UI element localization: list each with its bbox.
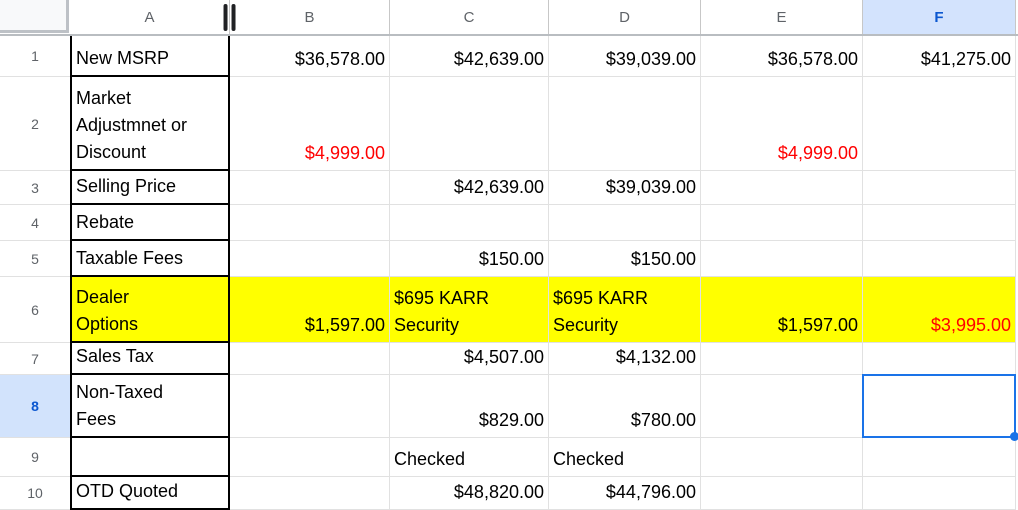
sheet-row-1: 1 New MSRP $36,578.00 $42,639.00 $39,039.00 $… [0,36,1018,77]
cell-F10[interactable] [863,477,1016,510]
cell-E1[interactable]: $36,578.00 [701,36,863,77]
cell-A3[interactable]: Selling Price [70,171,230,205]
cell-C5[interactable]: $150.00 [390,241,549,277]
sheet-row-8: 8 Non-Taxed Fees $829.00 $780.00 [0,374,1018,441]
cell-F8[interactable] [862,374,1018,441]
cell-E5[interactable] [701,241,863,277]
cell-F1[interactable]: $41,275.00 [863,36,1016,77]
cell-C7[interactable]: $4,507.00 [390,343,549,375]
cell-C4[interactable] [390,205,549,241]
cell-B8[interactable] [230,375,390,438]
sheet-row-10: 10 OTD Quoted $48,820.00 $44,796.00 [0,477,1018,510]
cell-C2[interactable] [390,77,549,171]
cell-B6[interactable]: $1,597.00 [230,277,390,343]
cell-D6[interactable]: $695 KARR Security [549,277,701,343]
cell-E3[interactable] [701,171,863,205]
cell-F2[interactable] [863,77,1016,171]
cell-B7[interactable] [230,343,390,375]
sheet-row-3: 3 Selling Price $42,639.00 $39,039.00 [0,171,1018,205]
select-all-corner[interactable] [0,0,70,34]
sheet-row-4: 4 Rebate [0,205,1018,241]
cell-F7[interactable] [863,343,1016,375]
cell-E8[interactable] [701,375,863,438]
sheet-row-9: 9 Checked Checked [0,438,1018,477]
resize-bar-icon [231,4,236,31]
cell-A9[interactable] [70,438,230,477]
row-header-8[interactable]: 8 [0,375,70,438]
cell-B10[interactable] [230,477,390,510]
cell-E4[interactable] [701,205,863,241]
cell-B9[interactable] [230,438,390,477]
cell-E6[interactable]: $1,597.00 [701,277,863,343]
cell-E2[interactable]: $4,999.00 [701,77,863,171]
cell-A1[interactable]: New MSRP [70,36,230,77]
sheet-row-7: 7 Sales Tax $4,507.00 $4,132.00 [0,343,1018,375]
cell-C3[interactable]: $42,639.00 [390,171,549,205]
cell-D5[interactable]: $150.00 [549,241,701,277]
row-header-4[interactable]: 4 [0,205,70,241]
sheet-row-2: 2 Market Adjustmnet or Discount $4,999.00 $… [0,77,1018,171]
select-all-corner-shape [0,0,69,33]
column-header-D[interactable]: D [549,0,701,34]
cell-A5[interactable]: Taxable Fees [70,241,230,277]
cell-B4[interactable] [230,205,390,241]
resize-bar-icon [223,4,228,31]
cell-F6[interactable]: $3,995.00 [863,277,1016,343]
row-header-7[interactable]: 7 [0,343,70,375]
cell-F9[interactable] [863,438,1016,477]
cell-A8[interactable]: Non-Taxed Fees [70,375,230,438]
cell-D10[interactable]: $44,796.00 [549,477,701,510]
cell-B3[interactable] [230,171,390,205]
cell-D2[interactable] [549,77,701,171]
column-header-E[interactable]: E [701,0,863,34]
cell-C10[interactable]: $48,820.00 [390,477,549,510]
row-header-6[interactable]: 6 [0,277,70,343]
cell-B1[interactable]: $36,578.00 [230,36,390,77]
cell-C8[interactable]: $829.00 [390,375,549,438]
cell-E7[interactable] [701,343,863,375]
cell-A10[interactable]: OTD Quoted [70,477,230,510]
cell-C6[interactable]: $695 KARR Security [390,277,549,343]
row-header-3[interactable]: 3 [0,171,70,205]
cell-D8[interactable]: $780.00 [549,375,701,438]
cell-F5[interactable] [863,241,1016,277]
cell-B2[interactable]: $4,999.00 [230,77,390,171]
cell-A2[interactable]: Market Adjustmnet or Discount [70,77,230,171]
cell-D4[interactable] [549,205,701,241]
cell-C1[interactable]: $42,639.00 [390,36,549,77]
cell-A4[interactable]: Rebate [70,205,230,241]
sheet-row-6: 6 Dealer Options $1,597.00 $695 KARR Securi… [0,277,1018,343]
cell-A7[interactable]: Sales Tax [70,343,230,375]
column-header-C[interactable]: C [390,0,549,34]
column-header-F[interactable]: F [863,0,1016,34]
cell-F3[interactable] [863,171,1016,205]
row-header-10[interactable]: 10 [0,477,70,510]
cell-F4[interactable] [863,205,1016,241]
cell-D9[interactable]: Checked [549,438,701,477]
cell-D7[interactable]: $4,132.00 [549,343,701,375]
column-header-B[interactable]: B [230,0,390,34]
cell-E10[interactable] [701,477,863,510]
cell-A6[interactable]: Dealer Options [70,277,230,343]
cell-C9[interactable]: Checked [390,438,549,477]
row-header-9[interactable]: 9 [0,438,70,477]
sheet-row-5: 5 Taxable Fees $150.00 $150.00 [0,241,1018,277]
cell-B5[interactable] [230,241,390,277]
cell-D3[interactable]: $39,039.00 [549,171,701,205]
cell-D1[interactable]: $39,039.00 [549,36,701,77]
fill-handle[interactable] [1010,432,1018,441]
cell-E9[interactable] [701,438,863,477]
row-header-5[interactable]: 5 [0,241,70,277]
column-resize-handle[interactable] [223,4,236,31]
column-header-A[interactable]: A [70,0,230,34]
row-header-1[interactable]: 1 [0,36,70,77]
row-header-2[interactable]: 2 [0,77,70,171]
